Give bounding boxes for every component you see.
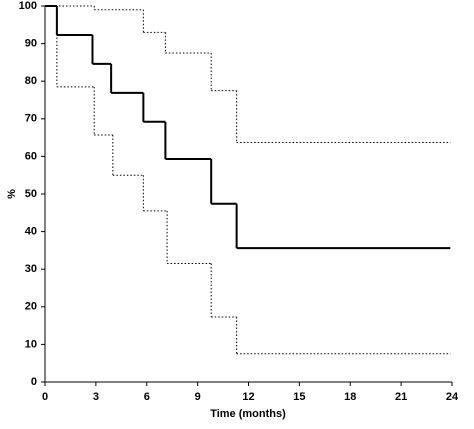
x-tick-label: 24	[446, 391, 459, 403]
y-tick-label: 30	[25, 263, 37, 275]
y-tick-label: 60	[25, 150, 37, 162]
x-axis-label: Time (months)	[210, 408, 286, 420]
y-axis-label: %	[6, 189, 18, 199]
y-tick-label: 80	[25, 75, 37, 87]
y-tick-label: 40	[25, 226, 37, 238]
y-tick-label: 70	[25, 113, 37, 125]
x-tick-label: 12	[242, 391, 254, 403]
y-tick-label: 20	[25, 301, 37, 313]
y-tick-label: 50	[25, 188, 37, 200]
x-tick-label: 15	[293, 391, 305, 403]
y-tick-label: 90	[25, 38, 37, 50]
x-tick-label: 3	[93, 391, 99, 403]
x-tick-label: 0	[42, 391, 48, 403]
x-tick-label: 6	[144, 391, 150, 403]
y-tick-label: 0	[31, 376, 37, 388]
x-tick-label: 18	[344, 391, 356, 403]
y-tick-label: 100	[19, 0, 37, 12]
y-tick-label: 10	[25, 338, 37, 350]
x-tick-label: 9	[195, 391, 201, 403]
x-tick-label: 21	[395, 391, 407, 403]
